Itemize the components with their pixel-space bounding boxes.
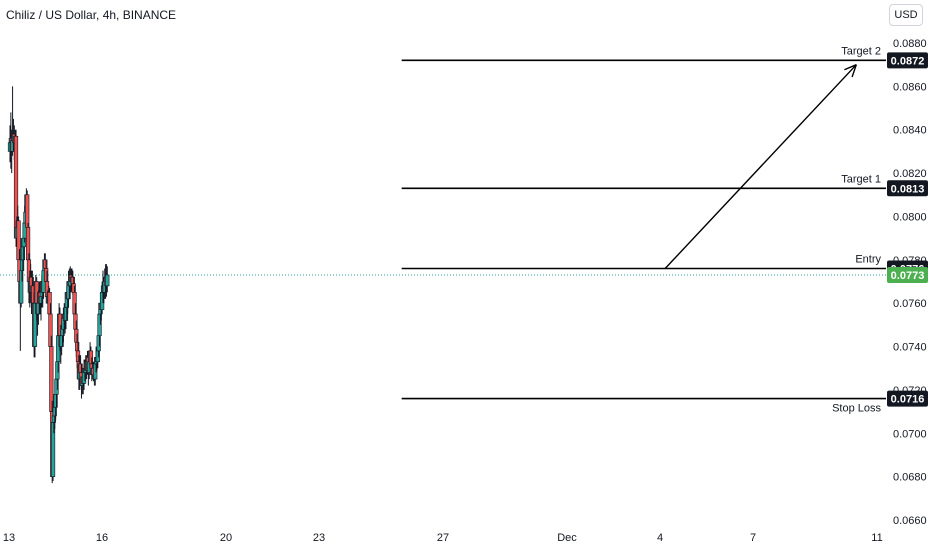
level-target-1[interactable]: Target 1 bbox=[401, 173, 886, 190]
x-tick-label: 20 bbox=[220, 532, 232, 544]
x-tick-label: 11 bbox=[871, 532, 882, 544]
x-tick-label: 23 bbox=[313, 532, 325, 544]
x-tick-label: Dec bbox=[557, 532, 577, 544]
last-price-badge: 0.0773 bbox=[887, 266, 928, 283]
level-label: Entry bbox=[855, 253, 881, 265]
target-arrow[interactable] bbox=[664, 64, 857, 269]
price-badge-target-2: 0.0872 bbox=[887, 52, 928, 69]
x-tick-label: 4 bbox=[657, 532, 663, 544]
svg-text:0.0813: 0.0813 bbox=[891, 183, 925, 195]
y-tick-label: 0.0740 bbox=[893, 342, 927, 354]
level-stop-loss[interactable]: Stop Loss bbox=[401, 397, 886, 415]
trade-levels: Target 2 Target 1 Entry Stop Loss bbox=[401, 45, 886, 415]
y-tick-label: 0.0760 bbox=[893, 298, 927, 310]
price-badge-target-1: 0.0813 bbox=[887, 180, 928, 197]
level-label: Target 2 bbox=[841, 45, 881, 57]
x-tick-label: 7 bbox=[750, 532, 756, 544]
svg-text:0.0773: 0.0773 bbox=[891, 270, 925, 282]
svg-text:0.0872: 0.0872 bbox=[891, 55, 925, 67]
y-tick-label: 0.0820 bbox=[893, 168, 927, 180]
svg-text:0.0716: 0.0716 bbox=[891, 394, 925, 406]
candles bbox=[7, 86, 110, 484]
level-target-2[interactable]: Target 2 bbox=[401, 45, 886, 62]
y-tick-label: 0.0680 bbox=[893, 472, 927, 484]
x-tick-label: 16 bbox=[96, 532, 108, 544]
y-tick-label: 0.0660 bbox=[893, 515, 927, 527]
y-tick-label: 0.0800 bbox=[893, 211, 927, 223]
level-label: Stop Loss bbox=[832, 403, 881, 415]
candle bbox=[105, 266, 110, 293]
chart-title: Chiliz / US Dollar, 4h, BINANCE bbox=[6, 8, 177, 22]
level-entry[interactable]: Entry bbox=[401, 253, 886, 270]
price-badge-stop-loss: 0.0716 bbox=[887, 390, 928, 407]
currency-button[interactable]: USD bbox=[889, 4, 923, 26]
y-tick-label: 0.0840 bbox=[893, 125, 927, 137]
x-tick-label: 27 bbox=[437, 532, 449, 544]
y-tick-label: 0.0860 bbox=[893, 81, 927, 93]
time-axis: 13 16 20 23 27 Dec 4 7 11 bbox=[3, 532, 883, 544]
level-label: Target 1 bbox=[841, 173, 881, 185]
y-tick-label: 0.0700 bbox=[893, 428, 927, 440]
y-tick-label: 0.0880 bbox=[893, 38, 927, 50]
x-tick-label: 13 bbox=[3, 532, 15, 544]
